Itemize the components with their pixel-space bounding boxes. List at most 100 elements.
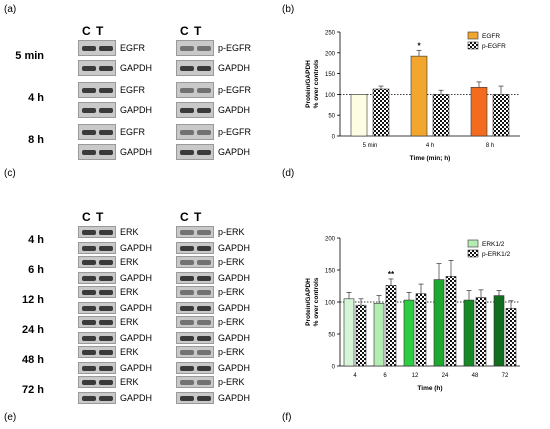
protein-band — [99, 320, 113, 325]
panel-letter-a: (a) — [4, 4, 17, 15]
bar — [475, 297, 487, 367]
y-tick-label: 150 — [325, 269, 336, 275]
protein-band — [197, 246, 211, 251]
protein-band — [197, 320, 211, 325]
blot-strip — [78, 256, 116, 268]
blot-label: p-ERK — [218, 227, 245, 237]
blot-strip — [78, 40, 116, 56]
bar — [470, 87, 488, 137]
protein-band — [180, 306, 194, 311]
legend-label: p-ERK1/2 — [482, 251, 511, 258]
x-tick-label: 4 — [353, 373, 357, 379]
protein-band — [82, 350, 96, 355]
blot-strip — [176, 286, 214, 298]
protein-band — [82, 396, 96, 401]
time-label: 12 h — [21, 294, 44, 306]
protein-band — [180, 108, 194, 113]
blot-strip — [176, 60, 214, 76]
protein-band — [99, 366, 113, 371]
blot-strip — [78, 346, 116, 358]
protein-band — [99, 306, 113, 311]
bar — [433, 279, 445, 367]
protein-band — [82, 320, 96, 325]
protein-band — [99, 396, 113, 401]
significance-marker: * — [417, 41, 421, 50]
protein-band — [99, 350, 113, 355]
protein-band — [99, 108, 113, 113]
bar — [493, 295, 505, 367]
blot-strip — [176, 256, 214, 268]
protein-band — [99, 66, 113, 71]
bar — [463, 299, 475, 367]
lane-label: T — [96, 24, 104, 38]
blot-strip — [176, 226, 214, 238]
protein-band — [99, 88, 113, 93]
protein-band — [180, 230, 194, 235]
blot-label: ERK — [120, 377, 139, 387]
bar — [432, 94, 450, 137]
protein-band — [82, 246, 96, 251]
blot-label: GAPDH — [218, 105, 251, 115]
panel-letter-e: (e) — [4, 412, 17, 423]
protein-band — [82, 306, 96, 311]
protein-band — [180, 350, 194, 355]
blot-strip — [78, 82, 116, 98]
blot-label: ERK — [120, 317, 139, 327]
blot-strip — [176, 362, 214, 374]
blot-strip — [176, 302, 214, 314]
y-tick-label: 100 — [325, 93, 336, 99]
x-tick-label: 72 — [502, 373, 509, 379]
blot-label: GAPDH — [218, 273, 251, 283]
panel-letter-f: (f) — [282, 412, 292, 423]
blot-strip — [176, 102, 214, 118]
y-axis-label: % over controls — [313, 59, 320, 108]
blot-label: ERK — [120, 257, 139, 267]
protein-band — [197, 306, 211, 311]
legend-swatch — [467, 249, 479, 258]
time-label: 72 h — [21, 384, 44, 396]
y-tick-label: 150 — [325, 72, 336, 78]
blot-label: p-ERK — [218, 257, 245, 267]
protein-band — [82, 66, 96, 71]
protein-band — [99, 150, 113, 155]
protein-band — [82, 46, 96, 51]
blot-label: EGFR — [120, 127, 146, 137]
blot-strip — [176, 332, 214, 344]
bar — [373, 302, 385, 367]
protein-band — [197, 336, 211, 341]
x-tick-label: 24 — [442, 373, 449, 379]
blot-strip — [78, 302, 116, 314]
legend-label: ERK1/2 — [482, 241, 505, 248]
lane-label: C — [82, 24, 91, 38]
blot-label: EGFR — [120, 43, 146, 53]
blot-strip — [78, 102, 116, 118]
blot-label: GAPDH — [218, 333, 251, 343]
protein-band — [197, 350, 211, 355]
legend-label: EGFR — [482, 33, 500, 40]
x-axis-label: Time (h) — [417, 385, 442, 392]
blot-strip — [78, 376, 116, 388]
bar — [445, 276, 457, 367]
blot-strip — [176, 376, 214, 388]
blot-label: GAPDH — [218, 243, 251, 253]
legend-label: p-EGFR — [482, 43, 506, 50]
protein-band — [99, 46, 113, 51]
protein-band — [180, 46, 194, 51]
bar — [343, 298, 355, 367]
protein-band — [99, 230, 113, 235]
protein-band — [99, 130, 113, 135]
blot-strip — [176, 124, 214, 140]
blot-label: GAPDH — [218, 363, 251, 373]
blot-strip — [176, 392, 214, 404]
blot-label: p-ERK — [218, 287, 245, 297]
lane-label: T — [194, 210, 202, 224]
lane-label: C — [180, 24, 189, 38]
y-axis-label: Protein/GAPDH — [305, 60, 312, 108]
lane-label: T — [96, 210, 104, 224]
blot-strip — [78, 226, 116, 238]
blot-label: ERK — [120, 347, 139, 357]
blot-label: GAPDH — [218, 393, 251, 403]
x-tick-label: 4 h — [426, 143, 434, 149]
blot-label: ERK — [120, 287, 139, 297]
y-tick-label: 200 — [325, 237, 336, 243]
